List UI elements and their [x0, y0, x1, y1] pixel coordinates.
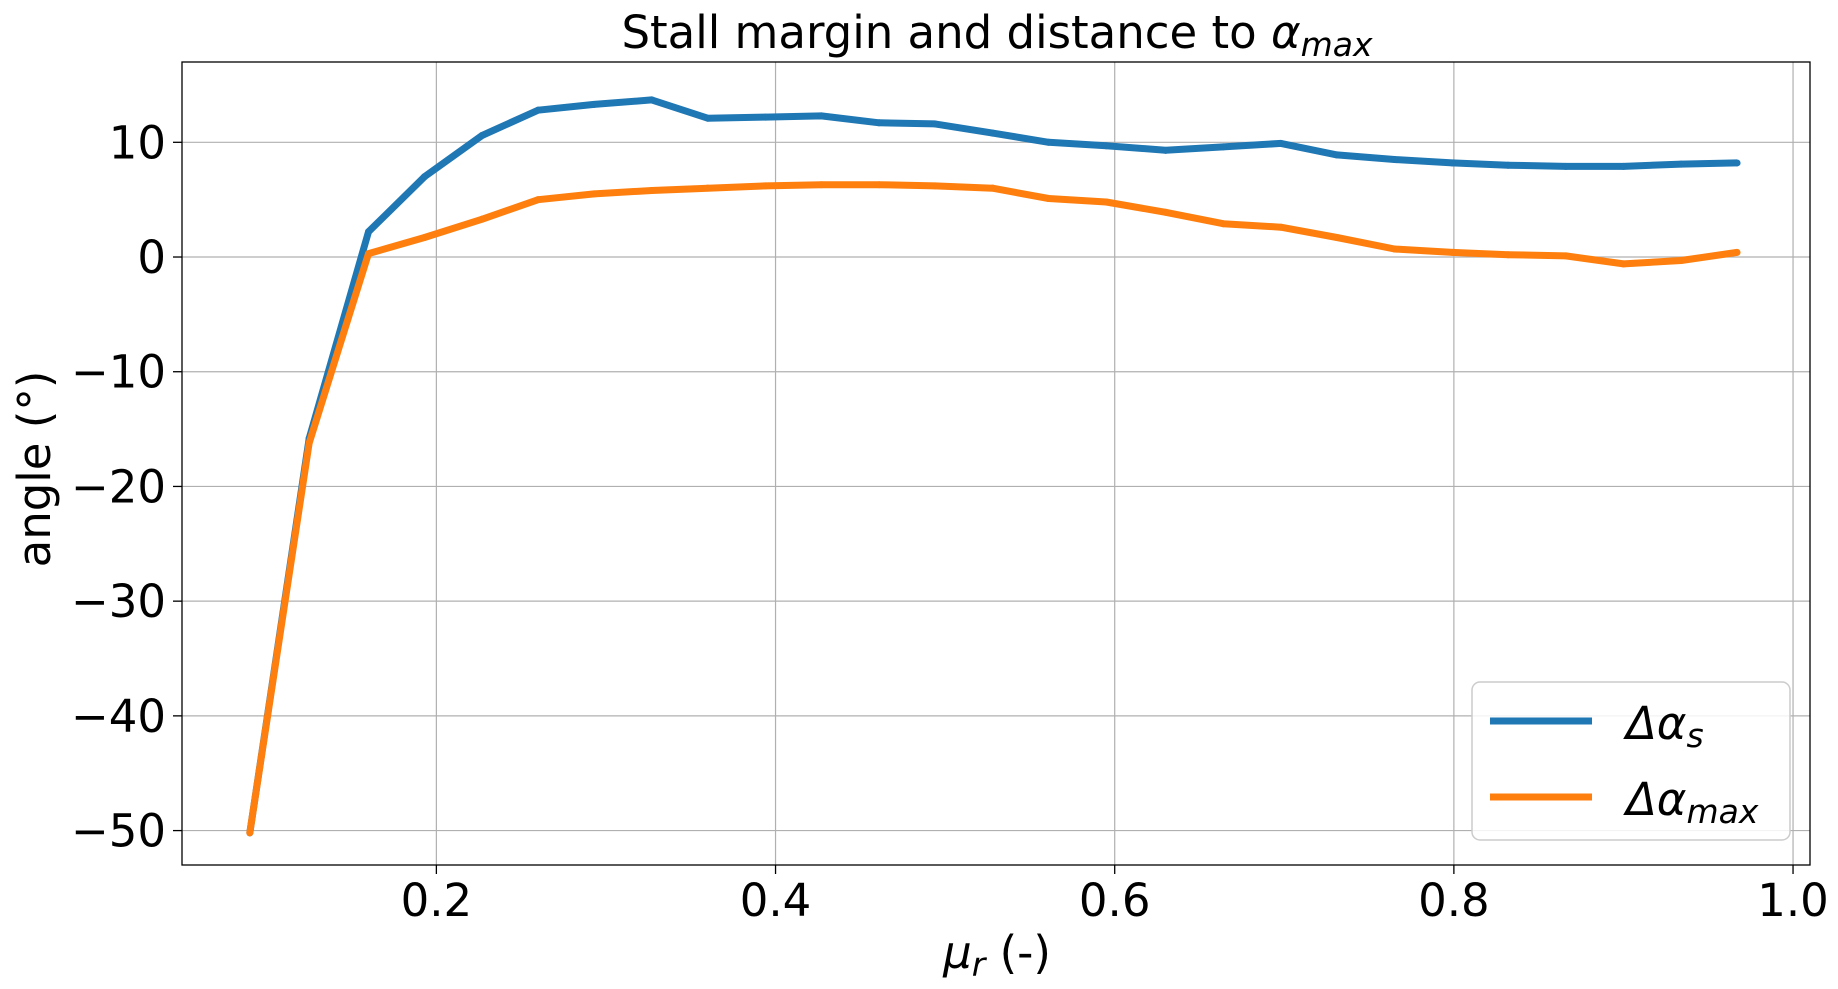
data-point [1102, 142, 1110, 150]
data-point [1162, 208, 1170, 216]
data-point [1677, 256, 1685, 264]
data-point [590, 190, 598, 198]
data-point [365, 250, 373, 258]
x-tick-label: 0.2 [401, 874, 473, 927]
data-point [1619, 260, 1627, 268]
data-point [478, 215, 486, 223]
y-tick-label: −40 [71, 690, 166, 743]
axes-frame [181, 61, 1811, 866]
legend-label-delta-alpha-s: Δαs [1623, 697, 1704, 755]
y-tick-label: −50 [71, 805, 166, 858]
data-point [1733, 248, 1741, 256]
data-point [1045, 138, 1053, 146]
data-point [1219, 220, 1227, 228]
chart-title: Stall margin and distance to αmax [621, 6, 1373, 64]
legend-label-delta-alpha-max: Δαmax [1623, 773, 1759, 831]
data-point [1562, 252, 1570, 260]
x-axis-label-symbol: μ [942, 926, 972, 979]
data-point [1102, 198, 1110, 206]
data-point [1619, 162, 1627, 170]
data-point [1333, 234, 1341, 242]
data-point [1562, 162, 1570, 170]
data-series [246, 96, 1741, 837]
x-tick-label: 0.8 [1418, 874, 1490, 927]
chart-title-symbol: α [1271, 6, 1301, 59]
data-point [875, 119, 883, 127]
y-tick-label: 0 [137, 231, 166, 284]
data-point [704, 114, 712, 122]
data-point [817, 112, 825, 120]
data-point [590, 100, 598, 108]
data-point [1677, 160, 1685, 168]
data-point [1391, 245, 1399, 253]
data-point [1391, 156, 1399, 164]
data-point [704, 184, 712, 192]
y-tick-label: −10 [71, 346, 166, 399]
data-point [1333, 151, 1341, 159]
x-tick-label: 0.6 [1079, 874, 1151, 927]
data-point [761, 113, 769, 121]
legend-label-symbol: Δα [1623, 773, 1687, 826]
legend-label-subscript: s [1686, 716, 1703, 755]
y-tick-label: −20 [71, 460, 166, 513]
legend-label-symbol: Δα [1623, 697, 1687, 750]
data-point [648, 186, 656, 194]
data-point [365, 228, 373, 236]
x-axis-label-rest: (-) [985, 926, 1051, 979]
data-point [1162, 146, 1170, 154]
data-point [1448, 248, 1456, 256]
x-axis-label-subscript: r [972, 945, 988, 984]
axis-ticks: 0.2 0.4 0.6 0.8 1.0 −50 −40 −30 −20 −10 0 10 [71, 116, 1829, 927]
data-point [421, 173, 429, 181]
data-point [305, 439, 313, 447]
data-point [817, 181, 825, 189]
data-point [421, 234, 429, 242]
legend: Δαs Δαmax [1471, 681, 1791, 841]
data-point [1219, 143, 1227, 151]
data-point [534, 106, 542, 114]
data-point [1504, 251, 1512, 259]
chart-title-subscript: max [1301, 25, 1373, 64]
data-point [1045, 195, 1053, 203]
data-point [989, 184, 997, 192]
data-point [1733, 159, 1741, 167]
x-tick-label: 1.0 [1757, 874, 1829, 927]
data-point [534, 196, 542, 204]
x-axis-label: μr (-) [942, 926, 1051, 984]
data-point [989, 129, 997, 137]
y-axis-label: angle (°) [8, 371, 61, 568]
data-point [1448, 159, 1456, 167]
data-point [478, 131, 486, 139]
y-tick-label: −30 [71, 575, 166, 628]
chart-title-main: Stall margin and distance to [621, 6, 1271, 59]
data-point [1277, 223, 1285, 231]
data-point [931, 120, 939, 128]
legend-label-subscript: max [1686, 792, 1758, 831]
data-point [1277, 139, 1285, 147]
data-point [246, 829, 254, 837]
data-point [931, 182, 939, 190]
x-tick-label: 0.4 [740, 874, 812, 927]
y-tick-label: 10 [109, 116, 166, 169]
data-point [648, 96, 656, 104]
data-point [761, 182, 769, 190]
data-point [1504, 161, 1512, 169]
data-point [875, 181, 883, 189]
